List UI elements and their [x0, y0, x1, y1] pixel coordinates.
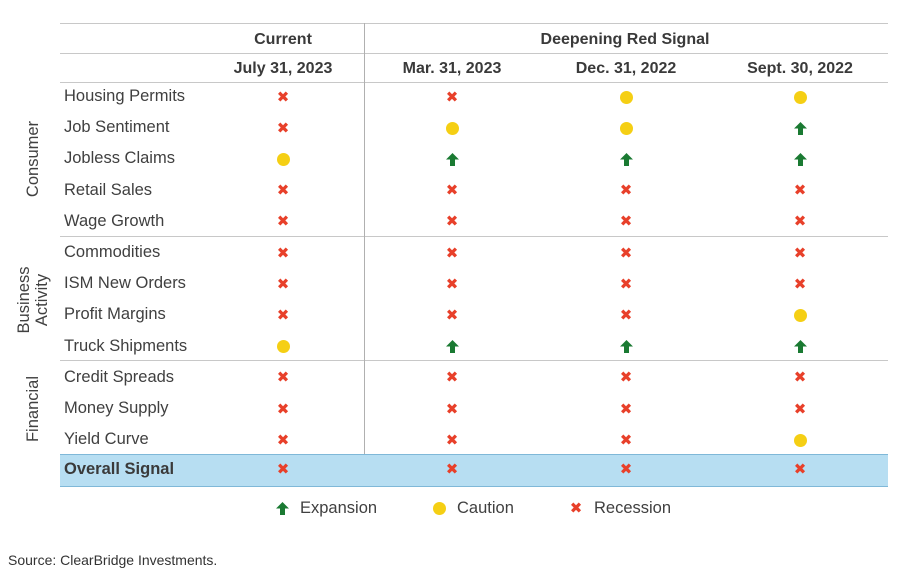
recession-signal-icon: ✖ — [445, 369, 459, 387]
expansion-signal-icon — [616, 337, 636, 357]
recession-signal-icon: ✖ — [619, 369, 633, 387]
row-label: Wage Growth — [64, 211, 165, 230]
recession-signal-icon: ✖ — [793, 213, 807, 231]
caution-dot-icon — [429, 498, 449, 518]
recession-signal-icon: ✖ — [445, 182, 459, 200]
overall-signal-row-bg — [60, 454, 888, 487]
top-rule — [60, 23, 888, 24]
business-divider — [60, 360, 888, 361]
recession-signal-icon: ✖ — [619, 431, 633, 449]
row-label: Yield Curve — [64, 430, 149, 449]
recession-signal-icon: ✖ — [276, 119, 290, 137]
expansion-signal-icon — [442, 149, 462, 169]
recession-signal-icon: ✖ — [619, 182, 633, 200]
row-label: Truck Shipments — [64, 336, 188, 355]
recession-signal-icon: ✖ — [793, 275, 807, 293]
recession-signal-icon: ✖ — [793, 182, 807, 200]
row-label: Money Supply — [64, 399, 169, 417]
recession-signal-icon: ✖ — [619, 275, 633, 293]
row-label: ISM New Orders — [64, 274, 186, 293]
recession-signal-icon: ✖ — [619, 213, 633, 231]
caution-signal-icon — [790, 87, 810, 107]
recession-signal-icon: ✖ — [619, 244, 633, 262]
expansion-signal-icon — [790, 118, 810, 138]
row-label: Profit Margins — [64, 305, 166, 324]
recession-signal-icon: ✖ — [445, 431, 459, 449]
group-label: Consumer — [24, 121, 42, 198]
recession-signal-icon: ✖ — [445, 275, 459, 293]
overall-signal-label: Overall Signal — [64, 459, 175, 478]
row-label: Retail Sales — [64, 180, 153, 199]
caution-signal-icon — [442, 118, 462, 138]
recession-signal-icon: ✖ — [793, 369, 807, 387]
recession-x-icon: ✖ — [569, 499, 583, 517]
row-label: Credit Spreads — [64, 367, 175, 386]
caution-signal-icon — [273, 337, 293, 357]
overall-recession-signal-icon: ✖ — [276, 461, 290, 478]
recession-signal-icon: ✖ — [276, 400, 290, 418]
recession-signal-icon: ✖ — [793, 400, 807, 418]
caution-signal-icon — [616, 118, 636, 138]
recession-signal-icon: ✖ — [445, 400, 459, 418]
recession-signal-icon: ✖ — [276, 213, 290, 231]
recession-signal-icon: ✖ — [276, 244, 290, 262]
recession-signal-icon: ✖ — [276, 431, 290, 449]
history-header: Deepening Red Signal — [540, 31, 710, 48]
recession-signal-icon: ✖ — [276, 88, 290, 106]
current-header: Current — [254, 31, 312, 48]
expansion-signal-icon — [616, 149, 636, 169]
legend-expansion-label: Expansion — [300, 498, 378, 517]
overall-recession-signal-icon: ✖ — [793, 461, 807, 478]
legend-expansion: Expansion — [272, 498, 377, 518]
recession-signal-icon: ✖ — [445, 244, 459, 262]
row-label: Housing Permits — [64, 87, 186, 105]
group-label: Business Activity — [15, 266, 51, 334]
consumer-divider — [60, 236, 888, 237]
caution-signal-icon — [273, 149, 293, 169]
expansion-signal-icon — [442, 337, 462, 357]
legend-caution: Caution — [429, 498, 514, 518]
row-label: Jobless Claims — [64, 149, 175, 168]
current-column-divider — [364, 23, 365, 487]
column-header: Mar. 31, 2023 — [402, 60, 502, 77]
column-header: July 31, 2023 — [233, 60, 333, 77]
legend-caution-label: Caution — [457, 498, 514, 517]
header-divider — [60, 53, 888, 54]
source-note: Source: ClearBridge Investments. — [8, 552, 218, 568]
column-header: Sept. 30, 2022 — [747, 60, 853, 77]
legend-recession-label: Recession — [594, 498, 672, 517]
recession-signal-icon: ✖ — [445, 213, 459, 231]
recession-signal-icon: ✖ — [793, 244, 807, 262]
recession-signal-icon: ✖ — [619, 400, 633, 418]
column-header: Dec. 31, 2022 — [575, 60, 677, 77]
header-bottom-rule — [60, 82, 888, 83]
recession-signal-icon: ✖ — [276, 369, 290, 387]
group-label: Financial — [24, 375, 42, 443]
caution-signal-icon — [616, 87, 636, 107]
recession-signal-icon: ✖ — [276, 182, 290, 200]
row-label: Commodities — [64, 243, 161, 261]
caution-signal-icon — [790, 305, 810, 325]
expansion-signal-icon — [790, 337, 810, 357]
expansion-arrow-icon — [272, 498, 292, 518]
overall-recession-signal-icon: ✖ — [619, 461, 633, 478]
recession-signal-icon: ✖ — [276, 306, 290, 324]
row-label: Job Sentiment — [64, 118, 170, 137]
recession-signal-icon: ✖ — [619, 306, 633, 324]
recession-signal-icon: ✖ — [445, 88, 459, 106]
recession-signal-icon: ✖ — [445, 306, 459, 324]
legend-recession: ✖ Recession — [566, 498, 671, 518]
overall-recession-signal-icon: ✖ — [445, 461, 459, 478]
caution-signal-icon — [790, 430, 810, 450]
recession-signal-icon: ✖ — [276, 275, 290, 293]
expansion-signal-icon — [790, 149, 810, 169]
